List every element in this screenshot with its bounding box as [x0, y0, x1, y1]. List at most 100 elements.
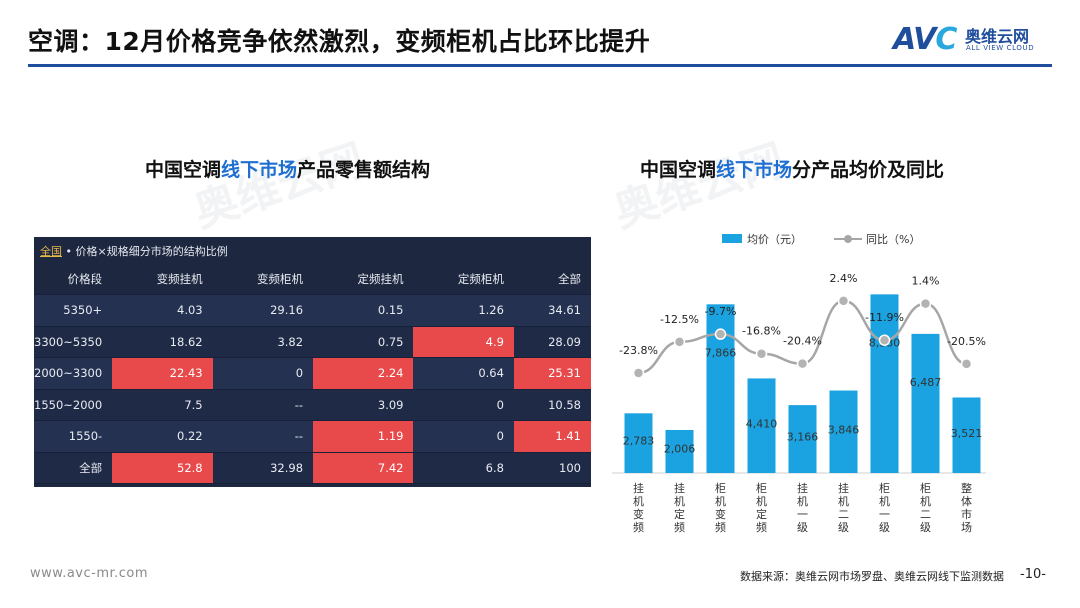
logo-cn-text: 奥维云网 [965, 27, 1030, 46]
table-title: 中国空调线下市场产品零售额结构 [145, 159, 431, 181]
yoy-point [837, 295, 850, 307]
share-cell: 0.75 [313, 326, 414, 358]
legend-label-bar: 均价（元） [747, 233, 802, 246]
share-cell: 32.98 [212, 452, 314, 484]
category-label-char: 二 [920, 508, 931, 521]
slide-title: 空调：12月价格竞争依然激烈，变频柜机占比环比提升 [28, 27, 651, 56]
category-label-char: 定 [756, 507, 767, 521]
bar-value-label: 7,866 [705, 346, 737, 359]
share-cell: 52.8 [112, 452, 213, 484]
category-label-char: 机 [838, 494, 849, 508]
category-label-char: 柜 [715, 482, 726, 495]
price-segment-cell: 全部 [34, 452, 113, 484]
share-cell: 25.31 [513, 357, 591, 390]
table-header-cell: 变频挂机 [112, 263, 213, 295]
category-label-char: 级 [879, 521, 890, 534]
category-label-char: 机 [920, 494, 931, 508]
price-segment-cell: 1550~2000 [34, 389, 113, 421]
table-row: 2000~3300 22.43 0 2.24 0.64 25.31 [34, 357, 591, 390]
table-header-cell: 全部 [513, 263, 591, 295]
bar [952, 397, 981, 473]
share-cell: 4.9 [413, 326, 514, 358]
table-header-cell: 定频挂机 [313, 263, 414, 295]
bar [870, 294, 899, 473]
category-label-char: 频 [633, 520, 644, 534]
bar-value-label: 2,006 [664, 442, 696, 455]
category-label-char: 定 [674, 507, 685, 521]
yoy-value-label: -12.5% [660, 313, 699, 326]
yoy-value-label: -23.8% [619, 344, 658, 357]
bar-value-label: 3,846 [828, 423, 860, 436]
bar [665, 429, 694, 473]
bar-value-label: 3,166 [787, 430, 819, 443]
panel-caption: • 价格×规格细分市场的结构比例 [62, 245, 228, 258]
legend-label-line: 同比（%） [866, 233, 920, 246]
yoy-point [673, 336, 686, 348]
category-label-char: 挂 [633, 481, 644, 495]
legend-swatch-bar [722, 234, 742, 243]
category-label-char: 级 [920, 521, 931, 534]
table-row: 1550- 0.22 -- 1.19 0 1.41 [34, 420, 591, 453]
category-label-char: 挂 [797, 481, 808, 495]
yoy-value-label: -20.5% [947, 335, 986, 348]
category-label-char: 一 [797, 508, 808, 521]
price-segment-cell: 1550- [34, 420, 113, 453]
category-label-char: 机 [633, 494, 644, 508]
logo-mark: AVC [893, 22, 957, 57]
share-cell: 3.09 [313, 389, 414, 421]
category-label-char: 机 [879, 494, 890, 508]
category-label-char: 机 [756, 494, 767, 508]
bar [747, 378, 776, 473]
share-cell: 28.09 [513, 326, 591, 358]
bar [829, 390, 858, 473]
structure-table: 价格段 变频挂机 变频柜机 定频挂机 定频柜机 全部 5350+ 4.03 29.16 0.15… [34, 263, 591, 484]
table-header-cell: 变频柜机 [212, 263, 314, 295]
share-cell: -- [212, 389, 314, 421]
category-label-char: 挂 [674, 481, 685, 495]
panel-header: 全国 • 价格×规格细分市场的结构比例 [34, 237, 591, 263]
category-label-char: 变 [633, 507, 644, 521]
yoy-point [755, 347, 768, 360]
category-label-char: 柜 [879, 482, 890, 495]
share-cell: 29.16 [212, 294, 314, 327]
share-cell: 0.64 [413, 357, 514, 390]
price-segment-cell: 2000~3300 [34, 357, 113, 390]
category-label-char: 场 [961, 520, 972, 534]
yoy-value-label: -16.8% [742, 325, 781, 338]
scope-link[interactable]: 全国 [40, 245, 62, 258]
bar [911, 333, 940, 473]
share-cell: 10.58 [513, 389, 591, 421]
share-cell: 3.82 [212, 326, 314, 358]
share-cell: 18.62 [112, 326, 213, 358]
share-cell: 100 [513, 452, 591, 484]
table-row: 5350+ 4.03 29.16 0.15 1.26 34.61 [34, 294, 591, 327]
yoy-point [878, 334, 891, 346]
category-label-char: 市 [961, 507, 972, 521]
category-label-char: 频 [674, 520, 685, 534]
price-segment-cell: 5350+ [34, 294, 113, 327]
structure-table-panel: 全国 • 价格×规格细分市场的结构比例 价格段 变频挂机 变频柜机 定频挂机 定频柜机全… [34, 237, 591, 487]
table-row: 1550~2000 7.5 -- 3.09 0 10.58 [34, 389, 591, 421]
bar-value-label: 4,410 [746, 418, 778, 431]
share-cell: 0.15 [313, 294, 414, 327]
page-number: -10- [1020, 567, 1046, 582]
share-cell: 1.26 [413, 294, 514, 327]
share-cell: -- [212, 420, 314, 453]
category-label-char: 挂 [838, 481, 849, 495]
category-label-char: 一 [879, 508, 890, 521]
category-label-char: 变 [715, 507, 726, 521]
category-label-char: 二 [838, 508, 849, 521]
price-segment-cell: 3300~5350 [34, 326, 113, 358]
category-label-char: 柜 [756, 482, 767, 495]
logo-en-text: ALL VIEW CLOUD [966, 44, 1035, 52]
yoy-point [960, 358, 973, 370]
watermark: 奥维云网 [187, 134, 371, 238]
bar [788, 405, 817, 473]
yoy-point [919, 297, 932, 310]
table-header-cell: 定频柜机 [413, 263, 514, 295]
table-row: 全部 52.8 32.98 7.42 6.8 100 [34, 452, 591, 484]
category-label-char: 体 [961, 494, 972, 508]
footer-url[interactable]: www.avc-mr.com [30, 566, 149, 581]
category-label-char: 整 [961, 481, 972, 495]
